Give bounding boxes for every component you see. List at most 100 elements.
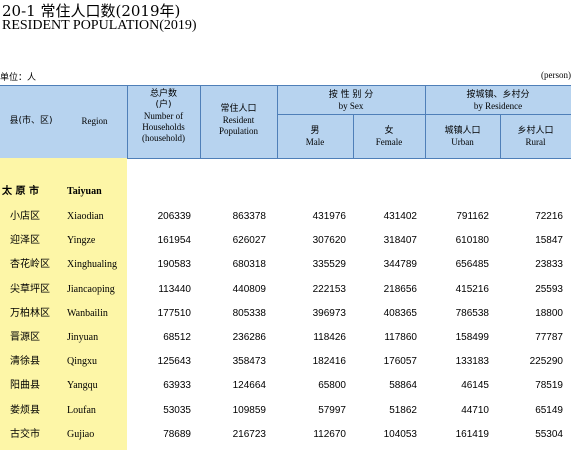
male-cell: 222153: [312, 283, 346, 295]
header-rural-en: Rural: [525, 137, 546, 147]
city-name-cn: 太 原 市: [2, 186, 39, 197]
urban-cell: 791162: [456, 211, 489, 222]
header-male-cn: 男: [310, 126, 320, 136]
table-header: 县(市、区) Region 总户数 (户) Number of Househol…: [0, 85, 571, 159]
header-resident-en2: Population: [218, 126, 258, 136]
male-cell: 57997: [318, 404, 346, 416]
header-households-cn-unit: (户): [155, 100, 172, 110]
district-name-cn: 晋源区: [10, 332, 40, 343]
male-cell: 118426: [313, 332, 346, 343]
district-name-cn: 迎泽区: [10, 235, 40, 247]
district-name-cn: 阳曲县: [10, 380, 40, 392]
female-cell: 51862: [389, 404, 417, 416]
header-divider: [127, 86, 128, 158]
table-row: 清徐县 Qingxu 125643 358473 182416 176057 133183 2…: [0, 350, 571, 374]
urban-cell: 786538: [455, 307, 489, 319]
header-households-en3: (household): [142, 133, 185, 143]
district-name-cn: 尖草坪区: [10, 283, 50, 295]
header-households-en2: Households: [142, 122, 185, 132]
header-female: 女 Female: [353, 126, 425, 148]
rural-cell: 23833: [535, 259, 563, 271]
header-divider: [500, 114, 501, 158]
households-cell: 125643: [157, 356, 191, 368]
resident-cell: 358473: [232, 356, 266, 368]
header-resident: 常住人口 Resident Population: [200, 104, 277, 137]
table-row: 万柏林区 Wanbailin 177510 805338 396973 408365 786…: [0, 302, 571, 326]
male-cell: 182416: [312, 356, 346, 368]
female-cell: 408365: [383, 307, 417, 319]
table-row: 杏花岭区 Xinghualing 190583 680318 335529 344789 6…: [0, 253, 571, 277]
district-name-cn: 小店区: [10, 211, 40, 222]
header-divider: [200, 86, 201, 158]
rural-cell: 25593: [535, 283, 563, 295]
table-row: 娄烦县 Loufan 53035 109859 57997 51862 44710 65149: [0, 399, 571, 423]
resident-cell: 626027: [232, 235, 266, 247]
table-row: 小店区 Xiaodian 206339 863378 431976 431402 79116…: [0, 205, 571, 229]
header-female-cn: 女: [384, 126, 394, 136]
female-cell: 218656: [383, 283, 417, 295]
resident-cell: 680318: [232, 259, 266, 271]
rural-cell: 15847: [535, 235, 563, 247]
households-cell: 113440: [158, 283, 191, 295]
urban-cell: 610180: [455, 235, 489, 247]
resident-cell: 109859: [232, 404, 266, 416]
resident-cell: 805338: [232, 307, 266, 319]
households-cell: 68512: [163, 332, 191, 343]
urban-cell: 415216: [455, 283, 489, 295]
header-by-sex: 按 性 别 分 by Sex: [277, 90, 425, 112]
urban-cell: 656485: [455, 259, 489, 271]
female-cell: 344789: [383, 259, 417, 271]
resident-cell: 236286: [232, 332, 266, 343]
district-name-cn: 万柏林区: [10, 307, 50, 319]
female-cell: 431402: [383, 211, 417, 222]
rural-cell: 77787: [535, 332, 563, 343]
households-cell: 177510: [157, 307, 191, 319]
table-row: 迎泽区 Yingze 161954 626027 307620 318407 610180 1…: [0, 229, 571, 253]
header-by-residence: 按城镇、乡村分 by Residence: [425, 90, 571, 112]
rural-cell: 55304: [535, 428, 563, 440]
header-county: 县(市、区): [9, 116, 53, 126]
district-name-en: Loufan: [67, 404, 96, 416]
header-urban: 城镇人口 Urban: [425, 126, 500, 148]
table-row: 晋源区 Jinyuan 68512 236286 118426 117860 158499 7…: [0, 326, 571, 350]
resident-cell: 124664: [232, 380, 266, 392]
district-name-en: Qingxu: [67, 356, 97, 368]
city-row: 太 原 市 Taiyuan: [0, 180, 571, 204]
district-name-cn: 古交市: [10, 428, 40, 440]
header-divider: [425, 86, 426, 158]
header-households-en1: Number of: [143, 111, 184, 121]
header-divider: [353, 114, 354, 158]
header-rural-cn: 乡村人口: [517, 126, 554, 136]
title-chinese: 20-1 常住人口数(2019年): [2, 2, 181, 20]
header-divider: [277, 114, 571, 115]
district-name-en: Yangqu: [67, 380, 98, 392]
households-cell: 78689: [163, 428, 191, 440]
urban-cell: 46145: [461, 380, 489, 392]
district-name-en: Xinghualing: [67, 259, 117, 271]
female-cell: 176057: [383, 356, 417, 368]
district-name-en: Gujiao: [67, 428, 95, 440]
male-cell: 335529: [312, 259, 346, 271]
header-urban-en: Urban: [451, 137, 474, 147]
unit-label-english: (person): [541, 70, 571, 80]
title-english: RESIDENT POPULATION(2019): [2, 18, 197, 33]
rural-cell: 18800: [535, 307, 563, 319]
header-by-residence-en: by Residence: [473, 101, 523, 111]
households-cell: 63933: [163, 380, 191, 392]
district-name-cn: 清徐县: [10, 356, 40, 368]
table-row: 尖草坪区 Jiancaoping 113440 440809 222153 218656 4…: [0, 278, 571, 302]
header-resident-en1: Resident: [222, 115, 255, 125]
header-by-sex-cn: 按 性 别 分: [328, 90, 374, 100]
female-cell: 117860: [384, 332, 417, 343]
table-row: 阳曲县 Yangqu 63933 124664 65800 58864 46145 78519: [0, 374, 571, 398]
header-male: 男 Male: [277, 126, 353, 148]
male-cell: 307620: [312, 235, 346, 247]
female-cell: 58864: [389, 380, 417, 392]
urban-cell: 161419: [455, 428, 489, 440]
district-name-en: Wanbailin: [67, 307, 108, 319]
unit-label-chinese: 单位：人: [0, 73, 37, 83]
district-name-cn: 娄烦县: [10, 404, 40, 416]
households-cell: 53035: [163, 404, 191, 416]
header-region: Region: [81, 116, 108, 126]
city-name-en: Taiyuan: [67, 186, 102, 197]
